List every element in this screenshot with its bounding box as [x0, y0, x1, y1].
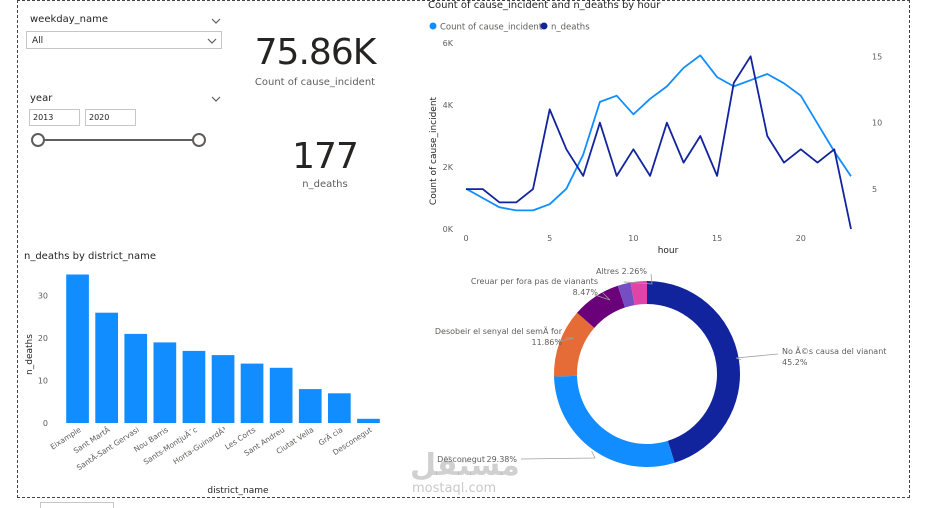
bar	[357, 418, 380, 423]
y-tick-label: 10	[38, 377, 48, 386]
x-tick-label: 10	[628, 234, 638, 243]
series-line	[465, 54, 852, 212]
year-slider-end-handle[interactable]	[192, 133, 206, 147]
leader-line	[735, 353, 779, 361]
legend-marker	[540, 22, 548, 30]
bar	[298, 389, 322, 423]
bar	[66, 274, 89, 423]
year-end-input[interactable]: 2020	[85, 109, 136, 126]
slice-label: Desobeir el senyal del semÃ for	[435, 326, 563, 336]
slice-label: Desconegut	[437, 455, 485, 464]
bar-chart-title: n_deaths by district_name	[24, 251, 156, 262]
weekday-dropdown[interactable]: All	[26, 31, 222, 49]
y-tick-label: 4K	[443, 101, 454, 110]
bar	[182, 350, 206, 423]
weekday-selected-value: All	[32, 36, 44, 46]
x-tick-label: 15	[712, 234, 722, 243]
year-slider-track[interactable]	[38, 139, 199, 141]
kpi-deaths-value: 177	[292, 136, 359, 177]
slice-percent: 45.2%	[782, 358, 808, 367]
slice-percent: 2.26%	[622, 267, 648, 276]
bar	[153, 342, 177, 423]
kpi-incidents-label: Count of cause_incident	[254, 77, 376, 88]
y-tick-label: 0K	[443, 225, 454, 234]
weekday-slicer-title: weekday_name	[30, 14, 109, 25]
slice-percent: 29.38%	[486, 455, 517, 464]
bar	[240, 363, 264, 423]
y2-tick-label: 10	[872, 119, 882, 128]
leader-line	[594, 291, 611, 301]
slice-percent: 8.47%	[573, 288, 599, 297]
watermark-arabic: مستقل	[410, 448, 520, 483]
chevron-down-icon[interactable]	[211, 94, 221, 104]
y-tick-label: 30	[38, 292, 48, 301]
x-axis-title: hour	[658, 246, 679, 256]
y2-tick-label: 5	[872, 185, 877, 194]
x-tick-label: Horta-GuinardÃ³	[171, 425, 228, 466]
y-axis-title: Count of cause_incident	[429, 96, 439, 205]
y-tick-label: 0	[43, 419, 48, 428]
y-tick-label: 6K	[443, 39, 454, 48]
leader-line	[520, 451, 596, 460]
y-axis-title: n_deaths	[25, 334, 35, 375]
donut-slice	[617, 282, 635, 308]
donut-slice	[647, 281, 740, 463]
donut-slice	[577, 285, 625, 328]
legend-label: Count of cause_incident	[440, 23, 543, 33]
series-line	[466, 55, 852, 230]
bar	[269, 367, 293, 423]
x-tick-label: 20	[796, 234, 806, 243]
leader-line	[557, 337, 575, 343]
x-axis-title: district_name	[207, 486, 269, 496]
page-tab[interactable]	[40, 502, 114, 508]
kpi-incidents-value: 75.86K	[254, 32, 377, 73]
chevron-down-icon[interactable]	[211, 16, 221, 26]
year-slicer-title: year	[30, 93, 53, 104]
kpi-deaths-label: n_deaths	[302, 179, 348, 190]
slice-label: No Ã©s causa del vianant	[782, 346, 886, 356]
x-tick-label: 5	[547, 234, 552, 243]
x-tick-label: 0	[463, 234, 468, 243]
donut-slice	[630, 281, 647, 306]
slice-label: Creuar per fora pas de vianants	[471, 277, 598, 286]
y2-tick-label: 15	[872, 52, 882, 61]
donut-slice	[554, 375, 675, 467]
y-tick-label: 20	[38, 334, 48, 343]
watermark-latin: mostaql.com	[412, 481, 497, 496]
leader-line	[623, 273, 653, 285]
slice-label: Altres	[596, 267, 619, 276]
legend-label: n_deaths	[551, 23, 590, 33]
legend-marker	[429, 22, 437, 30]
bar	[328, 393, 351, 423]
line-chart[interactable]: Count of cause_incident n_deaths 0K 2K 4K 6K 5…	[424, 14, 889, 260]
y-tick-label: 2K	[443, 163, 454, 172]
year-slider-start-handle[interactable]	[31, 133, 45, 147]
donut-slice	[554, 312, 595, 377]
year-start-input[interactable]: 2013	[29, 109, 80, 126]
slice-percent: 11.86%	[531, 338, 562, 347]
bar	[95, 312, 118, 423]
chevron-down-icon	[207, 38, 217, 44]
bar	[124, 333, 148, 423]
line-chart-title: Count of cause_incident and n_deaths by …	[428, 0, 661, 11]
bar	[211, 355, 235, 423]
